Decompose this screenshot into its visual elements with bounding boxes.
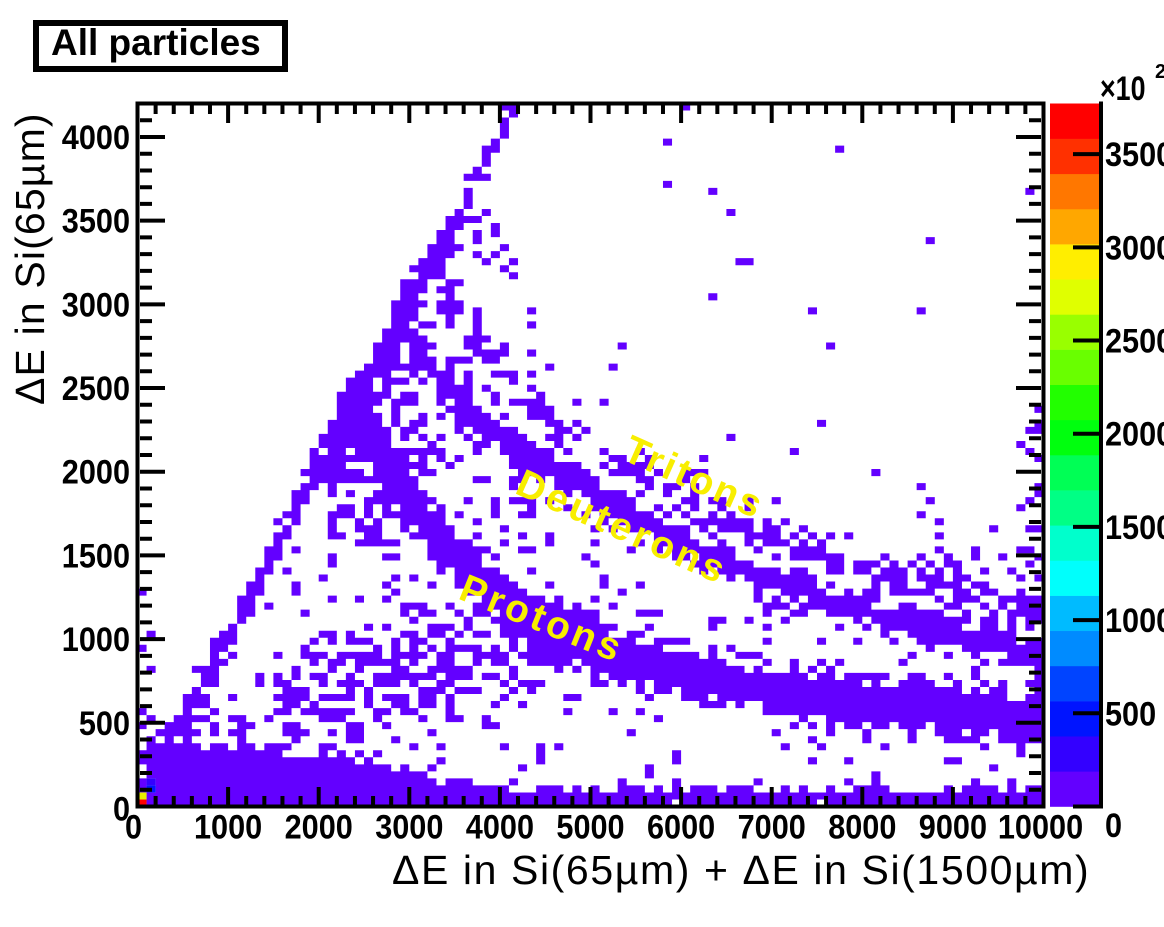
svg-text:7000: 7000 <box>738 809 806 847</box>
svg-text:3500: 3500 <box>1105 136 1164 174</box>
svg-text:ΔE in Si(65µm) + ΔE in Si(1500: ΔE in Si(65µm) + ΔE in Si(1500µm) <box>392 847 1090 893</box>
svg-text:4000: 4000 <box>62 119 130 157</box>
svg-text:1000: 1000 <box>194 809 262 847</box>
svg-text:3000: 3000 <box>1105 229 1164 267</box>
svg-text:0: 0 <box>113 791 130 829</box>
svg-text:ΔE in Si(65µm): ΔE in Si(65µm) <box>7 112 53 405</box>
svg-text:9000: 9000 <box>919 809 987 847</box>
svg-text:1000: 1000 <box>62 621 130 659</box>
svg-text:0: 0 <box>125 809 142 847</box>
svg-text:500: 500 <box>1105 695 1156 733</box>
svg-text:2000: 2000 <box>1105 416 1164 454</box>
svg-text:3000: 3000 <box>375 809 443 847</box>
svg-text:×10: ×10 <box>1100 70 1146 108</box>
svg-text:1500: 1500 <box>62 537 130 575</box>
svg-text:2500: 2500 <box>62 370 130 408</box>
svg-text:2500: 2500 <box>1105 323 1164 361</box>
svg-text:8000: 8000 <box>828 809 896 847</box>
svg-text:1500: 1500 <box>1105 509 1164 547</box>
svg-text:1000: 1000 <box>1105 602 1164 640</box>
svg-text:10000: 10000 <box>998 809 1083 847</box>
svg-text:0: 0 <box>1105 807 1122 845</box>
svg-text:2000: 2000 <box>285 809 353 847</box>
svg-text:All particles: All particles <box>51 22 261 63</box>
svg-text:6000: 6000 <box>647 809 715 847</box>
svg-text:500: 500 <box>79 705 130 743</box>
svg-text:3500: 3500 <box>62 203 130 241</box>
svg-text:5000: 5000 <box>556 809 624 847</box>
svg-text:2: 2 <box>1155 61 1164 83</box>
svg-text:4000: 4000 <box>466 809 534 847</box>
svg-text:2000: 2000 <box>62 454 130 492</box>
svg-text:3000: 3000 <box>62 286 130 324</box>
